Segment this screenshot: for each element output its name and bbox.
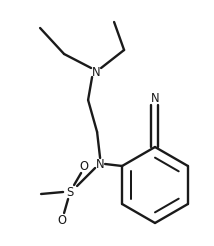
Text: N: N [92,65,100,78]
Text: O: O [58,214,67,227]
Text: O: O [80,159,89,172]
Text: N: N [96,157,104,170]
Text: N: N [151,92,159,105]
Text: S: S [67,185,74,199]
